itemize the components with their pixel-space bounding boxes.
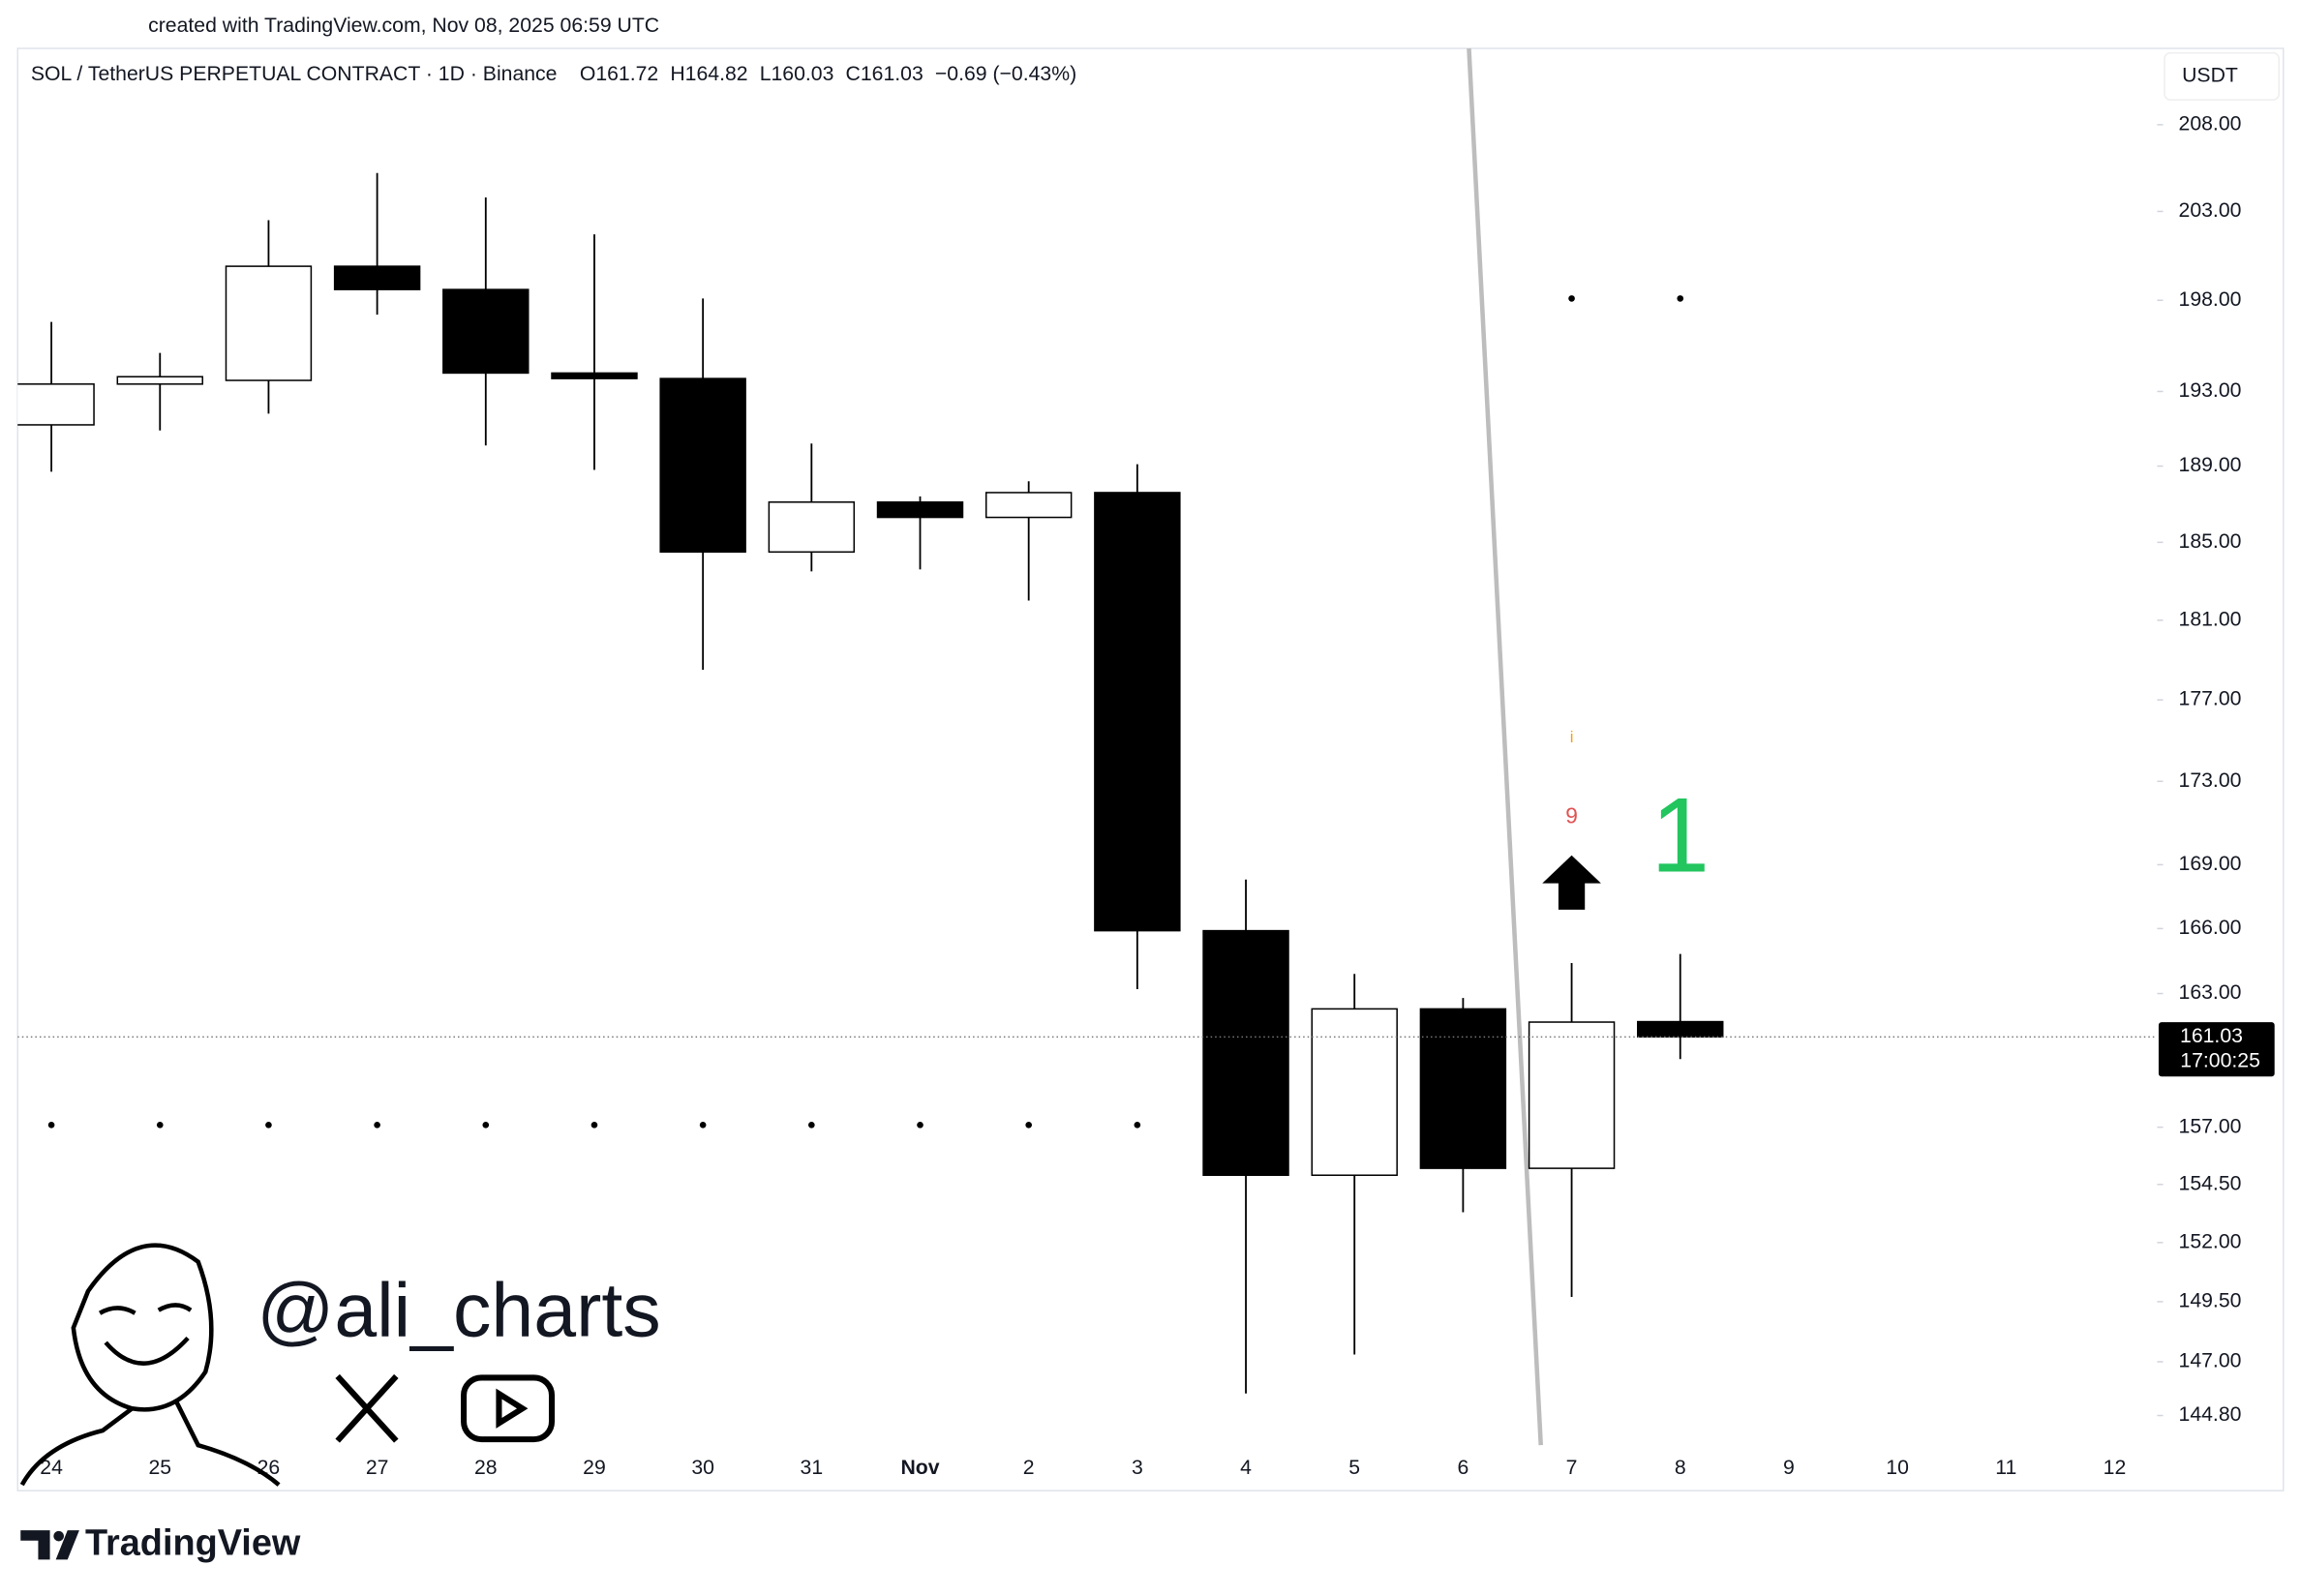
y-tick-label: 144.80 — [2179, 1403, 2242, 1426]
frame — [16, 47, 2285, 1491]
ohlc-value: L160.03 — [760, 63, 834, 85]
y-tick-label: 157.00 — [2179, 1115, 2242, 1137]
x-tick-label: 7 — [1566, 1457, 1578, 1479]
annotation: 9 — [1565, 802, 1578, 828]
x-tick-label: 30 — [691, 1457, 714, 1479]
axes: 208.00 203.00 198.00 193.00 189.00 185.00 181.… — [40, 112, 2275, 1479]
indicator-dot — [807, 1121, 815, 1129]
x-tick-label: 4 — [1240, 1457, 1252, 1479]
brand: TradingView — [85, 1522, 301, 1563]
y-tick-label: 189.00 — [2179, 454, 2242, 476]
ohlc-row: O161.72 H164.82 L160.03 C161.03 −0.69 (−0.43… — [580, 63, 1076, 85]
x-tick-label: 5 — [1348, 1457, 1360, 1479]
indicator-dot — [482, 1121, 490, 1129]
indicator-dot — [47, 1121, 55, 1129]
x-tick-label: 8 — [1675, 1457, 1686, 1479]
currency-box — [2164, 51, 2280, 101]
ohlc-value: C161.03 — [846, 63, 923, 85]
y-tick-label: 198.00 — [2179, 288, 2242, 311]
candle-body — [768, 501, 856, 554]
avatar — [19, 1243, 281, 1487]
indicator-dot — [1025, 1121, 1033, 1129]
indicator-dot — [917, 1121, 923, 1129]
candle-body — [1419, 1008, 1507, 1169]
candle-body — [333, 265, 421, 290]
x-tick-label: 12 — [2104, 1457, 2127, 1479]
indicator-dot — [590, 1121, 598, 1129]
x-tick-label: 25 — [148, 1457, 171, 1479]
indicator-dot — [1677, 295, 1684, 302]
y-tick-label: 185.00 — [2179, 530, 2242, 553]
countdown: 17:00:25 — [2180, 1050, 2260, 1072]
last-price-label: 161.03 — [2180, 1025, 2243, 1047]
last-price-box — [2158, 1022, 2275, 1077]
indicator-dot — [265, 1121, 272, 1129]
candle-body — [984, 492, 1073, 519]
candle-body — [17, 383, 95, 426]
candle-body — [1202, 929, 1289, 1176]
candle-body — [1094, 492, 1181, 932]
x-tick-label: 2 — [1023, 1457, 1035, 1479]
y-tick-label: 181.00 — [2179, 608, 2242, 630]
indicator-dot — [1568, 295, 1575, 302]
candle-body — [1637, 1020, 1724, 1039]
candle-body — [1311, 1008, 1398, 1176]
x-tick-label: 3 — [1132, 1457, 1143, 1479]
x-tick-label: 6 — [1457, 1457, 1468, 1479]
ohlc-value: O161.72 — [580, 63, 658, 85]
candle-body — [551, 372, 638, 379]
x-tick-label: 28 — [474, 1457, 498, 1479]
candle-body — [116, 376, 203, 385]
indicator-dot — [156, 1121, 164, 1129]
y-tick-label: 152.00 — [2179, 1230, 2242, 1252]
signal-arrow — [1542, 855, 1601, 910]
y-tick-label: 163.00 — [2179, 981, 2242, 1004]
annotation: i — [1570, 728, 1574, 746]
y-tick-label: 169.00 — [2179, 853, 2242, 875]
x-tick-label: 29 — [583, 1457, 606, 1479]
candle-body — [225, 265, 313, 381]
candle-body — [659, 377, 746, 554]
x-tick-label: Nov — [900, 1457, 939, 1479]
x-tick-label: 24 — [40, 1457, 63, 1479]
candle-body — [876, 501, 964, 519]
created-note: created with TradingView.com, Nov 08, 20… — [148, 15, 659, 37]
x-tick-label: 9 — [1783, 1457, 1795, 1479]
brand-logo — [20, 1530, 79, 1560]
indicator-dot — [699, 1121, 707, 1129]
indicator-dot — [374, 1121, 380, 1129]
ohlc-value: H164.82 — [670, 63, 747, 85]
x-tick-label: 27 — [366, 1457, 389, 1479]
y-tick-label: 166.00 — [2179, 917, 2242, 939]
ohlc-value: −0.69 (−0.43%) — [935, 63, 1076, 85]
y-tick-label: 208.00 — [2179, 112, 2242, 135]
y-tick-label: 203.00 — [2179, 199, 2242, 222]
x-tick-label: 11 — [1995, 1457, 2016, 1479]
symbol: SOL / TetherUS PERPETUAL CONTRACT · 1D ·… — [31, 63, 558, 85]
y-tick-label: 177.00 — [2179, 688, 2242, 710]
x-tick-label: 31 — [801, 1457, 824, 1479]
currency: USDT — [2182, 64, 2238, 86]
y-tick-label: 193.00 — [2179, 379, 2242, 402]
watermark: @ali_charts — [257, 1268, 660, 1353]
trend-line — [1467, 47, 1544, 1446]
candle-body — [442, 288, 530, 375]
y-tick-label: 173.00 — [2179, 769, 2242, 792]
annotation: 1 — [1650, 776, 1710, 894]
plot: i 9 1 — [17, 172, 2158, 1394]
y-tick-label: 147.00 — [2179, 1350, 2242, 1372]
y-tick-label: 154.50 — [2179, 1172, 2242, 1194]
social-icons — [335, 1373, 556, 1443]
candle-body — [1528, 1021, 1616, 1169]
y-tick-label: 149.50 — [2179, 1290, 2242, 1312]
x-tick-label: 10 — [1886, 1457, 1909, 1479]
indicator-dot — [1134, 1121, 1141, 1129]
